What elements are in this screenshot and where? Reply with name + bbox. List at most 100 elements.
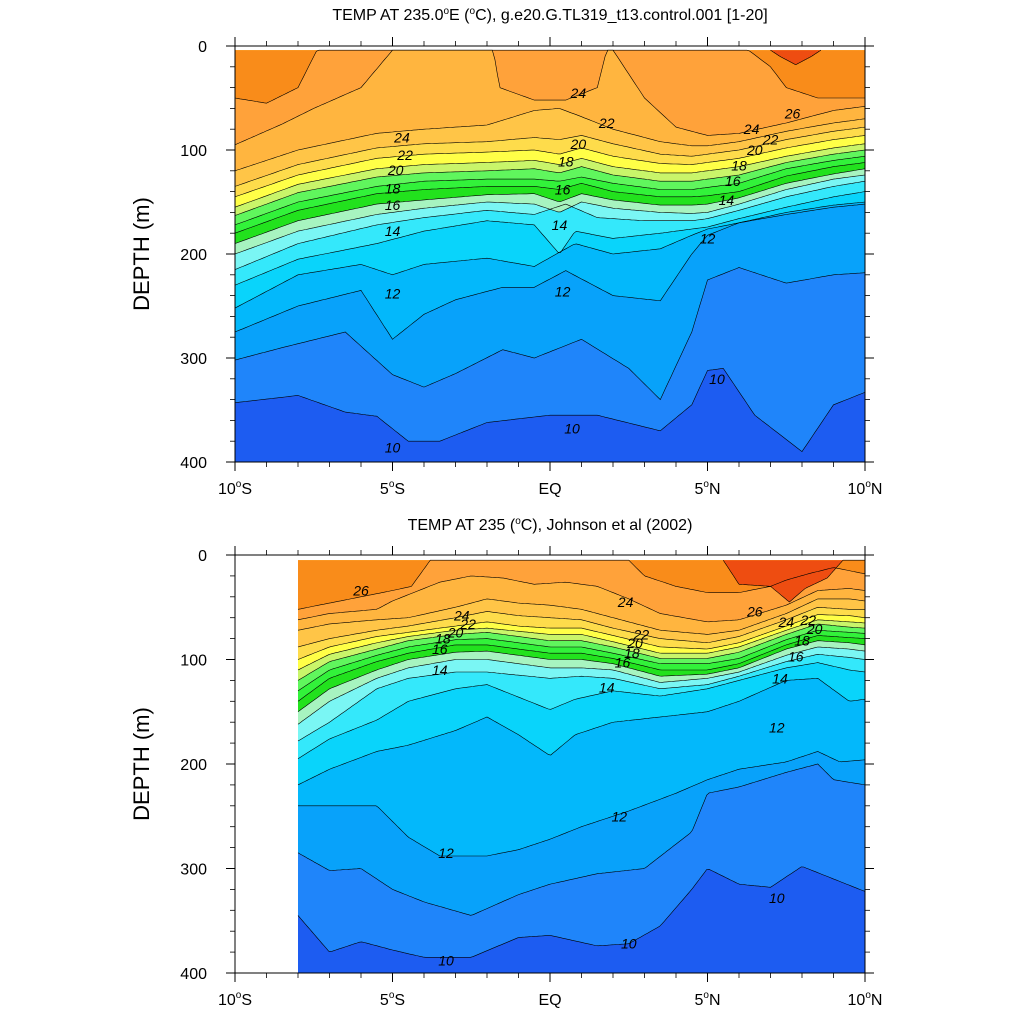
- x-tick-label: 10oS: [218, 990, 252, 1009]
- contour-label: 24: [570, 85, 587, 101]
- chart-title: TEMP AT 235 (oC), Johnson et al (2002): [408, 516, 693, 534]
- chart-title: TEMP AT 235.0oE (oC), g.e20.G.TL319_t13.…: [332, 6, 767, 24]
- isotherm-21-line: [235, 143, 865, 208]
- contour-label: 20: [570, 136, 587, 152]
- contour-label: 22: [800, 612, 817, 628]
- isotherm-18-line: [297, 635, 865, 702]
- contour-label: 22: [396, 147, 413, 163]
- contour-label: 20: [746, 142, 763, 158]
- isotherm-27-line: [723, 559, 865, 603]
- isotherm-24-line: [297, 598, 865, 635]
- contour-label: 10: [385, 439, 401, 455]
- isotherm-13-line: [235, 201, 865, 309]
- isotherm-25-line: [235, 49, 865, 146]
- temp-band-26: [298, 560, 865, 610]
- contour-label: 18: [558, 153, 574, 169]
- contour-label: 26: [784, 106, 801, 122]
- isotherm-20-line: [235, 149, 865, 216]
- contour-label: 20: [626, 635, 643, 651]
- isotherm-25-line: [297, 575, 865, 623]
- contour-label: 14: [719, 192, 735, 208]
- contour-label: 22: [762, 132, 779, 148]
- isotherm-10-line: [297, 866, 865, 958]
- y-tick-label: 0: [198, 548, 207, 565]
- y-tick-label: 200: [180, 247, 207, 264]
- isotherm-19-line: [235, 155, 865, 226]
- isotherm-23-line: [235, 126, 865, 187]
- isotherm-10-line: [235, 368, 865, 453]
- y-tick-label: 100: [180, 143, 207, 160]
- contour-label: 18: [794, 633, 810, 649]
- y-tick-label: 200: [180, 757, 207, 774]
- isotherm-14-line: [235, 191, 865, 286]
- contour-label: 10: [709, 371, 725, 387]
- isotherm-26-line: [235, 49, 865, 104]
- y-axis-label: DEPTH (m): [129, 707, 154, 821]
- contour-label: 20: [387, 162, 404, 178]
- contour-label: 12: [612, 808, 628, 824]
- contour-label: 20: [806, 621, 823, 637]
- contour-label: 10: [621, 936, 637, 952]
- x-tick-label: 5oS: [380, 479, 405, 498]
- y-axis-label: DEPTH (m): [129, 197, 154, 311]
- contour-label: 24: [453, 608, 470, 624]
- isotherm-12-line: [298, 751, 865, 857]
- contour-label: 12: [555, 283, 571, 299]
- x-tick-label: 10oN: [848, 990, 883, 1009]
- contour-label: 22: [459, 616, 476, 632]
- isotherm-19-line: [297, 629, 865, 692]
- isotherm-11-line: [297, 763, 865, 916]
- contour-label: 18: [435, 631, 451, 647]
- missing-data-region: [235, 555, 298, 973]
- contour-label: 18: [385, 180, 401, 196]
- contour-label: 14: [432, 662, 448, 678]
- y-tick-label: 300: [180, 351, 207, 368]
- y-tick-label: 300: [180, 862, 207, 879]
- contour-label: 14: [772, 670, 788, 686]
- x-tick-label: EQ: [538, 992, 561, 1009]
- y-tick-label: 0: [198, 39, 207, 56]
- isotherm-18-line: [235, 162, 865, 234]
- x-tick-label: 5oN: [694, 990, 720, 1009]
- x-tick-label: 5oS: [380, 990, 405, 1009]
- x-tick-label: EQ: [538, 481, 561, 498]
- contour-label: 24: [743, 121, 760, 137]
- isotherm-17-line: [235, 168, 865, 244]
- contour-field: [235, 49, 865, 462]
- contour-label: 18: [624, 645, 640, 661]
- y-tick-label: 400: [180, 966, 207, 983]
- contour-label: 10: [564, 421, 580, 437]
- contour-label: 14: [552, 217, 568, 233]
- temp-band-25: [235, 50, 865, 145]
- isotherm-27-line: [770, 49, 822, 66]
- isotherm-12-line: [235, 203, 865, 340]
- contour-label: 10: [769, 890, 785, 906]
- isotherm-23-line: [297, 606, 865, 648]
- contour-label: 24: [393, 130, 410, 146]
- contour-label: 24: [617, 594, 634, 610]
- contour-label: 14: [385, 223, 401, 239]
- contour-label: 16: [555, 182, 571, 198]
- contour-label: 22: [598, 115, 615, 131]
- contour-label: 16: [432, 641, 448, 657]
- contour-label: 10: [438, 952, 454, 968]
- isotherm-16-line: [235, 174, 865, 255]
- contour-label: 26: [352, 583, 369, 599]
- isotherm-14-line: [297, 662, 865, 760]
- temp-band-27: [723, 560, 865, 602]
- contour-label: 16: [615, 655, 631, 671]
- x-tick-label: 10oN: [848, 479, 883, 498]
- isotherm-20-line: [297, 623, 865, 681]
- contour-label: 12: [769, 719, 785, 735]
- contour-field: [235, 555, 865, 973]
- isotherm-15-line: [297, 653, 865, 742]
- contour-label: 16: [725, 173, 741, 189]
- contour-label: 18: [731, 158, 747, 174]
- isotherm-22-line: [235, 135, 865, 198]
- contour-label: 16: [788, 648, 804, 664]
- panel-model: 2426242220181614222018161424222018161412…: [129, 6, 882, 498]
- y-tick-label: 400: [180, 455, 207, 472]
- contour-label: 16: [385, 197, 401, 213]
